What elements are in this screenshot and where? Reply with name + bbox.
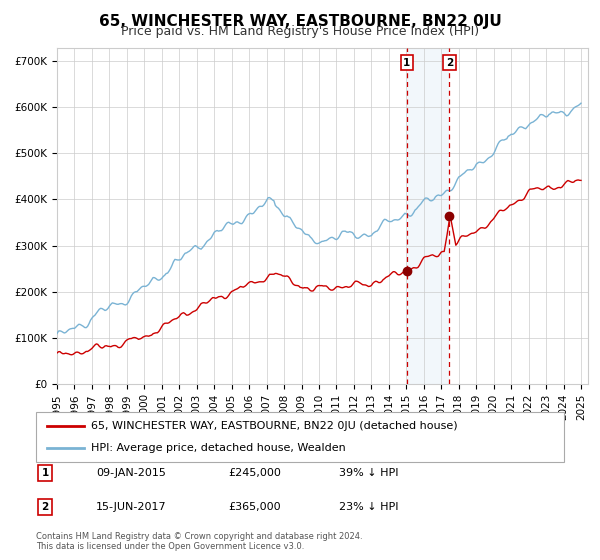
Text: This data is licensed under the Open Government Licence v3.0.: This data is licensed under the Open Gov…	[36, 542, 304, 551]
Text: £245,000: £245,000	[228, 468, 281, 478]
Text: 15-JUN-2017: 15-JUN-2017	[96, 502, 167, 512]
Text: 2: 2	[41, 502, 49, 512]
Text: 65, WINCHESTER WAY, EASTBOURNE, BN22 0JU (detached house): 65, WINCHESTER WAY, EASTBOURNE, BN22 0JU…	[91, 421, 458, 431]
Text: £365,000: £365,000	[228, 502, 281, 512]
Text: Contains HM Land Registry data © Crown copyright and database right 2024.: Contains HM Land Registry data © Crown c…	[36, 532, 362, 541]
Bar	[407, 48, 449, 384]
Text: 65, WINCHESTER WAY, EASTBOURNE, BN22 0JU: 65, WINCHESTER WAY, EASTBOURNE, BN22 0JU	[98, 14, 502, 29]
Text: HPI: Average price, detached house, Wealden: HPI: Average price, detached house, Weal…	[91, 443, 346, 453]
Text: 39% ↓ HPI: 39% ↓ HPI	[339, 468, 398, 478]
Text: 1: 1	[403, 58, 410, 68]
Text: 1: 1	[41, 468, 49, 478]
FancyBboxPatch shape	[36, 412, 564, 462]
Text: 23% ↓ HPI: 23% ↓ HPI	[339, 502, 398, 512]
Text: 2: 2	[446, 58, 453, 68]
Text: 09-JAN-2015: 09-JAN-2015	[96, 468, 166, 478]
Text: Price paid vs. HM Land Registry's House Price Index (HPI): Price paid vs. HM Land Registry's House …	[121, 25, 479, 38]
